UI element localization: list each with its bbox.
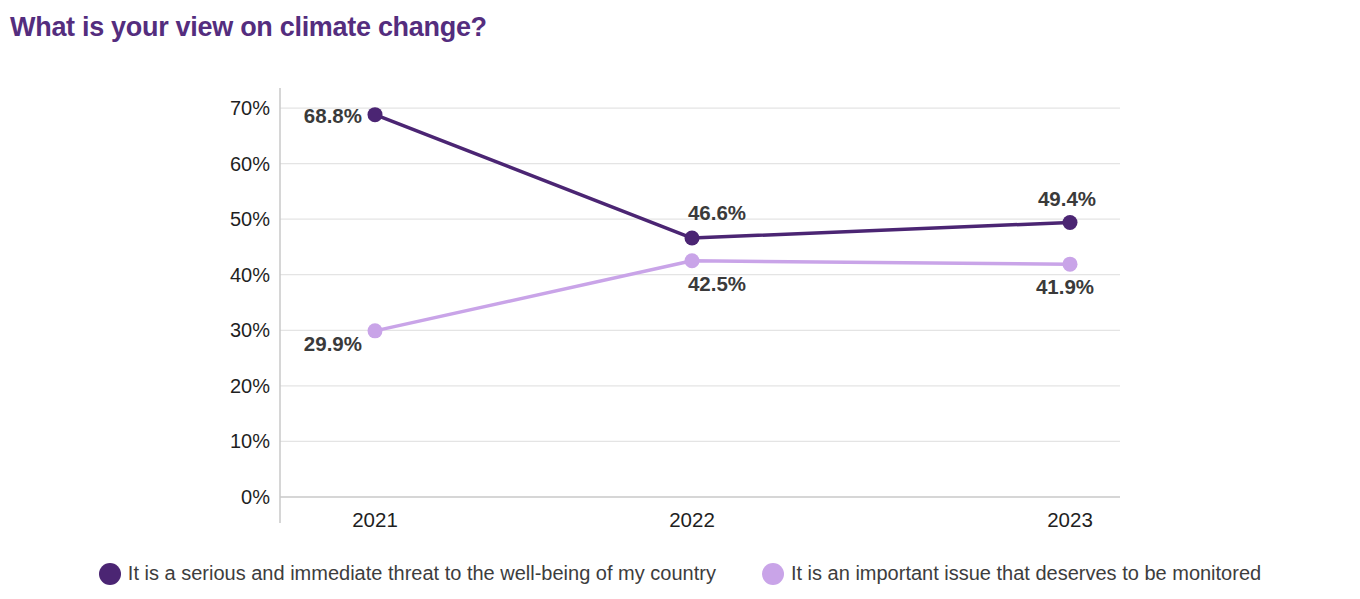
legend-item-important-issue: It is an important issue that deserves t…: [762, 562, 1261, 585]
y-tick-label: 20%: [230, 375, 270, 397]
chart-legend: It is a serious and immediate threat to …: [0, 562, 1360, 585]
y-tick-label: 50%: [230, 208, 270, 230]
legend-label-important-issue: It is an important issue that deserves t…: [791, 562, 1261, 585]
data-point-label: 46.6%: [688, 201, 746, 224]
data-point-label: 42.5%: [688, 272, 746, 295]
data-point[interactable]: [368, 323, 383, 338]
data-point-label: 29.9%: [304, 332, 362, 355]
data-point[interactable]: [368, 107, 383, 122]
y-tick-label: 0%: [241, 486, 270, 508]
data-point[interactable]: [685, 231, 700, 246]
x-tick-label: 2022: [669, 508, 715, 531]
y-tick-label: 60%: [230, 153, 270, 175]
climate-survey-chart-page: What is your view on climate change? 0%1…: [0, 0, 1360, 599]
y-tick-label: 40%: [230, 264, 270, 286]
y-tick-label: 70%: [230, 97, 270, 119]
x-tick-label: 2023: [1047, 508, 1093, 531]
line-chart-canvas: 0% 10% 20% 30% 40% 50% 60% 70% 2021 2022 2023 29.9%…: [0, 0, 1360, 599]
x-tick-label: 2021: [352, 508, 398, 531]
data-point-label: 68.8%: [304, 104, 362, 127]
legend-label-serious-threat: It is a serious and immediate threat to …: [128, 562, 716, 585]
data-point-label: 41.9%: [1036, 275, 1094, 298]
data-point[interactable]: [1063, 215, 1078, 230]
data-point[interactable]: [685, 253, 700, 268]
y-tick-label: 10%: [230, 430, 270, 452]
data-point-label: 49.4%: [1038, 187, 1096, 210]
legend-item-serious-threat: It is a serious and immediate threat to …: [99, 562, 716, 585]
legend-marker-dark-circle-icon: [99, 563, 121, 585]
data-point[interactable]: [1063, 257, 1078, 272]
y-tick-label: 30%: [230, 319, 270, 341]
legend-marker-light-circle-icon: [762, 563, 784, 585]
